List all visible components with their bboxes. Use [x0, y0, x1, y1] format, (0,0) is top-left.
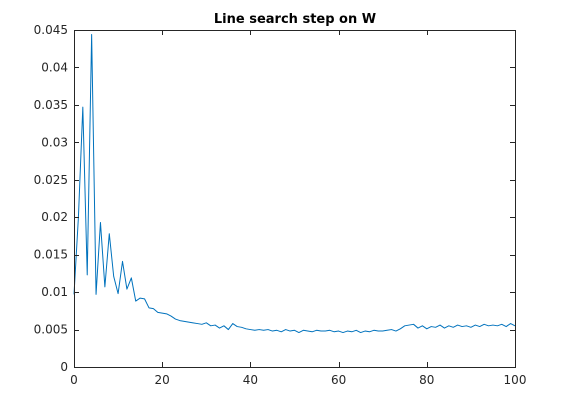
x-tick-label: 100: [504, 373, 527, 387]
y-tick-label: 0.015: [34, 248, 68, 262]
axes: 0 20 40 60 80 100 0 0.005 0.01 0.015 0.02 0.025 0.03…: [34, 23, 527, 387]
y-tick-label: 0: [60, 360, 68, 374]
series-layer: [73, 33, 516, 334]
y-tick-label: 0.02: [41, 210, 68, 224]
plot-area-frame: [74, 30, 516, 368]
y-tick-label: 0.04: [41, 60, 68, 74]
x-tick-label: 0: [70, 373, 78, 387]
y-tick-label: 0.005: [34, 323, 68, 337]
x-tick-label: 20: [155, 373, 170, 387]
x-tick-label: 60: [331, 373, 346, 387]
chart-title: Line search step on W: [214, 12, 376, 27]
y-tick-label: 0.035: [34, 98, 68, 112]
x-tick-label: 80: [419, 373, 434, 387]
y-tick-label: 0.045: [34, 23, 68, 37]
y-tick-label: 0.01: [41, 285, 68, 299]
series-line: [73, 33, 516, 334]
x-tick-label: 40: [243, 373, 258, 387]
y-tick-label: 0.025: [34, 173, 68, 187]
y-tick-label: 0.03: [41, 135, 68, 149]
